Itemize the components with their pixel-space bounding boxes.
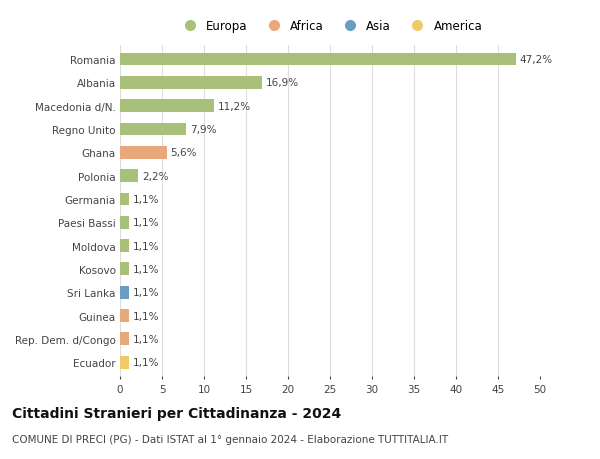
Text: 47,2%: 47,2% <box>520 55 553 65</box>
Text: 1,1%: 1,1% <box>133 311 159 321</box>
Bar <box>120 309 129 322</box>
Text: 16,9%: 16,9% <box>265 78 298 88</box>
Text: 2,2%: 2,2% <box>142 171 169 181</box>
Bar <box>120 193 129 206</box>
Bar <box>120 286 129 299</box>
Bar <box>120 333 129 346</box>
Text: 1,1%: 1,1% <box>133 288 159 297</box>
Text: 1,1%: 1,1% <box>133 241 159 251</box>
Text: 1,1%: 1,1% <box>133 358 159 367</box>
Text: 1,1%: 1,1% <box>133 218 159 228</box>
Legend: Europa, Africa, Asia, America: Europa, Africa, Asia, America <box>178 21 482 34</box>
Bar <box>120 77 262 90</box>
Bar <box>120 100 214 113</box>
Bar <box>120 146 167 159</box>
Bar <box>120 240 129 252</box>
Bar <box>120 53 517 66</box>
Text: 1,1%: 1,1% <box>133 195 159 205</box>
Bar <box>120 123 187 136</box>
Text: 7,9%: 7,9% <box>190 125 216 134</box>
Text: 1,1%: 1,1% <box>133 334 159 344</box>
Text: 11,2%: 11,2% <box>217 101 251 112</box>
Text: COMUNE DI PRECI (PG) - Dati ISTAT al 1° gennaio 2024 - Elaborazione TUTTITALIA.I: COMUNE DI PRECI (PG) - Dati ISTAT al 1° … <box>12 434 448 444</box>
Bar <box>120 170 139 183</box>
Bar <box>120 356 129 369</box>
Text: 1,1%: 1,1% <box>133 264 159 274</box>
Bar <box>120 263 129 276</box>
Bar <box>120 216 129 229</box>
Text: 5,6%: 5,6% <box>170 148 197 158</box>
Text: Cittadini Stranieri per Cittadinanza - 2024: Cittadini Stranieri per Cittadinanza - 2… <box>12 406 341 420</box>
